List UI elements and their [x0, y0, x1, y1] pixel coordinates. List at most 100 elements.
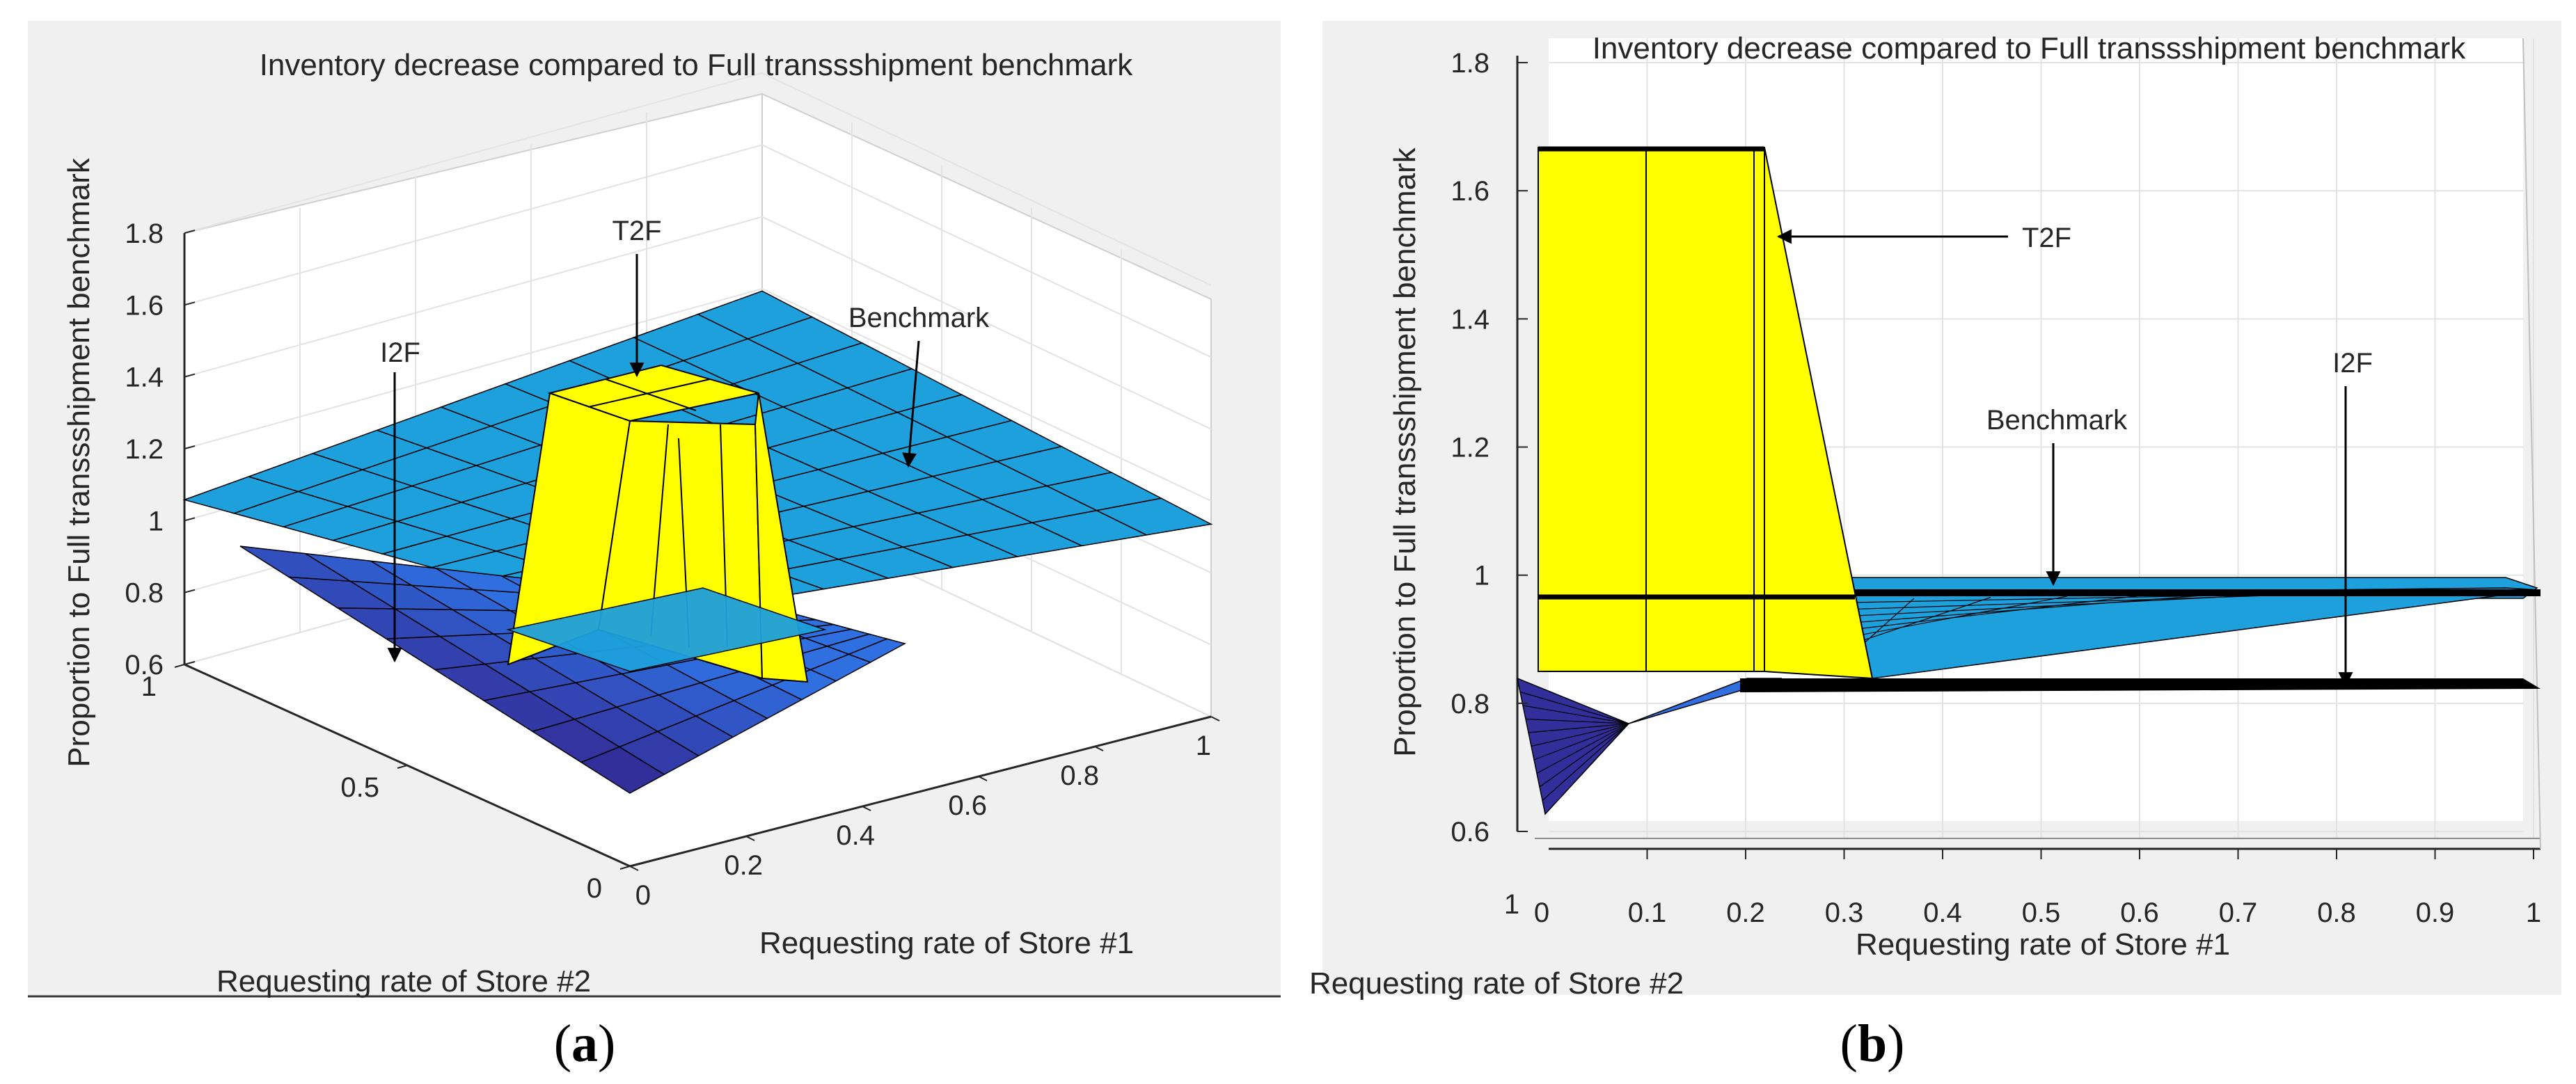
y-tick-b-0: 0	[1534, 898, 1549, 928]
x-tick-a-0: 0	[635, 880, 651, 911]
z-tick-a-4: 1.4	[125, 362, 164, 393]
t2f-a-ridge-2	[587, 378, 711, 408]
x-tick-b-1: 0.2	[1726, 898, 1765, 928]
t2f-a-right-face	[754, 392, 809, 683]
panel-b-t2f-surface	[1538, 146, 1874, 680]
i2f-b-fan-line-4	[1528, 723, 1629, 733]
i2f-b-fan-line-8	[1539, 723, 1629, 788]
z-tick-a-0: 0.6	[125, 650, 164, 680]
benchmark-b-edge	[1549, 589, 2541, 596]
x-tick-mark-a-1	[745, 836, 755, 841]
z-tick-b-0: 0.6	[1451, 817, 1490, 847]
x-tick-b-4: 0.5	[2022, 898, 2061, 928]
panel-a: T2F I2F Benchmark Inventory decrease com…	[28, 21, 1281, 1073]
t2f-b-slope-face	[1764, 147, 1874, 680]
panel-b-label-open: (	[1840, 1014, 1858, 1073]
panel-a-zlabel: Proportion to Full transsshipment benchm…	[62, 157, 96, 767]
panel-b-xlabel: Requesting rate of Store #1	[1856, 927, 2230, 962]
bench-a-8-8	[696, 290, 814, 340]
x-tick-mark-a-2	[862, 806, 871, 811]
i2f-b-fan-line-5	[1531, 723, 1629, 747]
annotation-benchmark-b: Benchmark	[1986, 405, 2128, 436]
x-tick-mark-a-0	[629, 866, 639, 871]
panel-b-axis-right	[2522, 38, 2541, 850]
panel-b-z-ticks: 0.6 0.8 1 1.2 1.4 1.6 1.8	[1451, 48, 1528, 847]
grid-a-z-6	[184, 72, 1212, 286]
panel-a-xlabel: Requesting rate of Store #1	[759, 926, 1134, 960]
panel-a-title: Inventory decrease compared to Full tran…	[260, 48, 1134, 82]
z-tick-mark-a-1	[184, 589, 196, 593]
i2f-b-fan-line-3	[1525, 718, 1629, 724]
t2f-b-front-face	[1538, 147, 1765, 672]
z-tick-a-3: 1.2	[125, 434, 164, 465]
annotation-t2f-a: T2F	[612, 216, 661, 246]
panel-b-label-close: )	[1887, 1014, 1904, 1073]
panel-a-label-letter: a	[571, 1014, 598, 1073]
panel-b-x-ticks: 0.1 0.2 0.3 0.4 0.5 0.6 0.7 0.8 0.9 1	[1628, 849, 2541, 928]
z-tick-mark-a-0	[184, 661, 196, 665]
z-tick-a-1: 0.8	[125, 578, 164, 609]
panel-b-annotations: T2F Benchmark I2F	[1776, 223, 2373, 687]
z-tick-b-3: 1.2	[1451, 433, 1490, 463]
y-tick-b-1: 1	[1504, 889, 1519, 920]
x-tick-a-3: 0.6	[948, 790, 987, 821]
grid-a-z-4	[184, 216, 1212, 430]
t2f-a-top-face	[547, 364, 759, 422]
panel-a-y-ticks: 00.51	[141, 664, 631, 904]
panel-b-y-ticks: 1 0	[1504, 889, 1549, 928]
x-tick-b-8: 0.9	[2416, 898, 2455, 928]
x-tick-b-6: 0.7	[2219, 898, 2258, 928]
panel-a-t2f-surface	[506, 364, 827, 683]
z-tick-mark-a-6	[184, 230, 196, 234]
z-tick-b-2: 1	[1474, 561, 1490, 591]
panel-b-zlabel: Proportion to Full transsshipment benchm…	[1388, 147, 1422, 757]
z-tick-mark-a-5	[184, 301, 196, 306]
panel-b-title: Inventory decrease compared to Full tran…	[1593, 31, 2467, 65]
y-tick-mark-a-2	[174, 664, 185, 668]
z-tick-a-2: 1	[148, 506, 164, 536]
panel-a-axis-x	[629, 715, 1212, 868]
x-tick-a-2: 0.4	[836, 820, 875, 851]
x-tick-b-5: 0.6	[2120, 898, 2159, 928]
x-tick-mark-a-5	[1210, 716, 1220, 722]
panel-a-x-ticks: 0 0.2 0.4 0.6 0.8 1	[629, 716, 1220, 911]
annotation-t2f-b: T2F	[2022, 223, 2071, 253]
y-tick-mark-a-1	[397, 765, 408, 769]
x-tick-mark-a-4	[1094, 746, 1104, 751]
panel-a-label-open: (	[554, 1014, 571, 1073]
panel-a-ylabel: Requesting rate of Store #2	[216, 964, 591, 998]
x-tick-a-5: 1	[1196, 731, 1211, 761]
z-tick-b-6: 1.8	[1451, 48, 1490, 79]
y-tick-a-1: 0.5	[340, 772, 379, 803]
svg-text:(a): (a)	[554, 1014, 616, 1073]
z-tick-b-1: 0.8	[1451, 689, 1490, 719]
annotation-i2f-a: I2F	[380, 337, 420, 368]
panel-a-annotations: T2F I2F Benchmark	[380, 216, 990, 663]
x-tick-b-3: 0.4	[1923, 898, 1962, 928]
z-tick-a-5: 1.6	[125, 290, 164, 321]
panel-b-label: (b)	[1840, 1014, 1905, 1073]
svg-text:(b): (b)	[1840, 1014, 1905, 1073]
x-tick-b-9: 1	[2526, 898, 2541, 928]
x-tick-mark-a-3	[978, 776, 988, 781]
x-tick-a-1: 0.2	[724, 850, 763, 881]
y-tick-a-0: 0	[587, 873, 602, 904]
i2f-b-fan-lines	[1519, 691, 1629, 801]
i2f-b-fan-line-2	[1522, 705, 1629, 724]
panel-a-label: (a)	[554, 1014, 616, 1073]
panel-b-ylabel: Requesting rate of Store #2	[1309, 966, 1684, 1001]
x-tick-b-0: 0.1	[1628, 898, 1667, 928]
t2f-a-ridge-1	[605, 378, 697, 411]
i2f-b-fan-line-7	[1536, 723, 1629, 774]
y-tick-a-2: 1	[141, 671, 157, 702]
z-tick-mark-a-4	[184, 373, 196, 378]
grid-a-z-3	[184, 287, 1212, 502]
i2f-b-fan-line-6	[1533, 723, 1629, 760]
panel-b-label-letter: b	[1858, 1014, 1887, 1073]
z-tick-mark-a-3	[184, 445, 196, 449]
panel-a-z-ticks: 0.6 0.8 1 1.2 1.4 1.6 1.8	[125, 218, 196, 680]
z-tick-b-5: 1.6	[1451, 176, 1490, 207]
i2f-b-fan-line-9	[1542, 723, 1629, 801]
z-tick-a-6: 1.8	[125, 218, 164, 249]
